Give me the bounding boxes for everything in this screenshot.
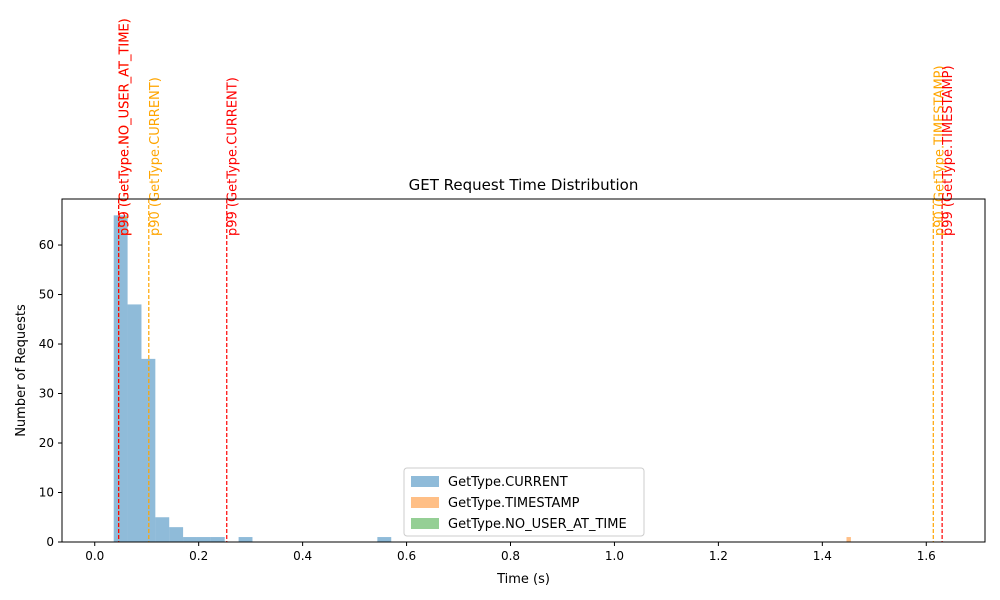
x-tick-label: 0.0 [85, 549, 104, 563]
legend-swatch [411, 497, 439, 508]
x-tick-label: 0.4 [293, 549, 312, 563]
reference-lines-layer: p90 (GetType.NO_USER_AT_TIME)p99 (GetTyp… [118, 18, 956, 542]
y-tick-label: 0 [46, 535, 54, 549]
histogram-bar [846, 537, 851, 542]
plot-frame [61, 198, 986, 543]
histogram-bar [141, 358, 156, 542]
x-tick-label: 1.0 [605, 549, 624, 563]
y-tick-label: 30 [39, 387, 54, 401]
x-axis-label: Time (s) [496, 572, 550, 587]
x-tick-label: 1.6 [917, 549, 936, 563]
reference-line-label: p90 (GetType.CURRENT) [148, 77, 163, 236]
histogram-bar [127, 304, 142, 542]
y-tick-label: 50 [39, 288, 54, 302]
x-tick-label: 0.2 [189, 549, 208, 563]
y-tick-label: 20 [39, 436, 54, 450]
y-tick-label: 60 [39, 238, 54, 252]
histogram-bar [377, 537, 392, 542]
legend: GetType.CURRENT GetType.TIMESTAMP GetType.… [403, 467, 645, 537]
x-tick-label: 0.8 [501, 549, 520, 563]
reference-line-label: p99 (GetType.NO_USER_AT_TIME) [118, 18, 133, 236]
x-tick-label: 1.4 [813, 549, 832, 563]
histogram-bar [113, 215, 128, 543]
reference-line-label: p99 (GetType.CURRENT) [226, 77, 241, 236]
x-tick-label: 0.6 [397, 549, 416, 563]
legend-box [403, 467, 645, 537]
y-tick-label: 10 [39, 486, 54, 500]
legend-entry: GetType.CURRENT [448, 475, 568, 490]
reference-line-label: p90 (GetType.NO_USER_AT_TIME) [118, 18, 133, 236]
legend-entry: GetType.NO_USER_AT_TIME [448, 517, 627, 532]
y-axis-ticks: 0 10 20 30 40 50 60 [39, 238, 62, 549]
legend-swatch [411, 518, 439, 529]
legend-swatch [411, 476, 439, 487]
x-tick-label: 1.2 [709, 549, 728, 563]
x-axis-ticks: 0.0 0.2 0.4 0.6 0.8 1.0 1.2 1.4 1.6 [85, 542, 936, 563]
histogram-bar [183, 537, 197, 542]
histogram-bar [155, 517, 170, 542]
y-axis-label: Number of Requests [14, 304, 29, 437]
reference-line-label: p99 (GetType.TIMESTAMP) [941, 65, 956, 236]
chart-title: GET Request Time Distribution [409, 176, 639, 194]
reference-line-label: p90 (GetType.TIMESTAMP) [932, 65, 947, 236]
y-tick-label: 40 [39, 337, 54, 351]
histogram-bar [238, 537, 253, 542]
bars-layer [113, 215, 851, 543]
histogram-bar [169, 527, 184, 542]
legend-entry: GetType.TIMESTAMP [448, 496, 580, 511]
histogram-bar [196, 537, 211, 542]
histogram-bar [210, 537, 225, 542]
